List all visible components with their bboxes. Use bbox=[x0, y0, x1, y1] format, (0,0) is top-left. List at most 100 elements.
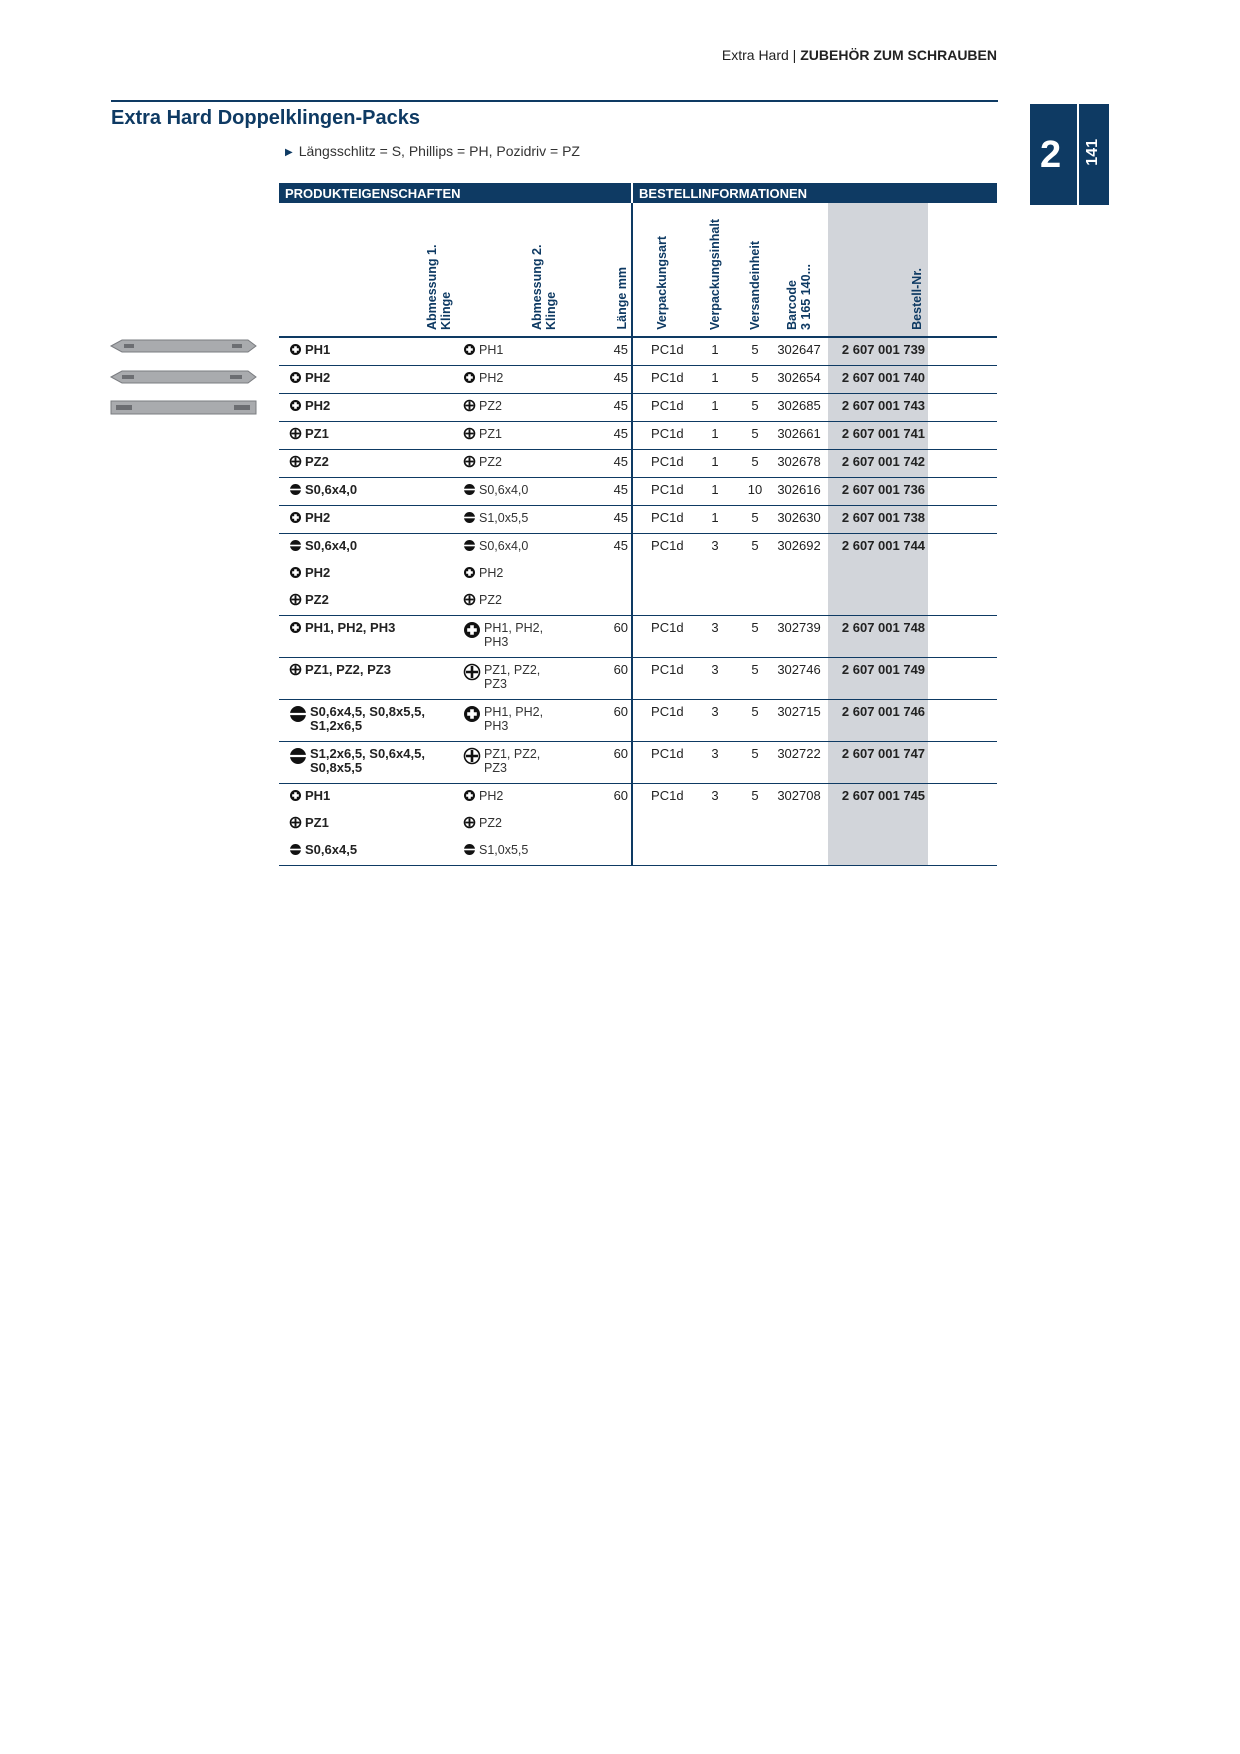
length: 45 bbox=[560, 393, 634, 422]
barcode: 302654 bbox=[770, 365, 829, 394]
drive-icon bbox=[464, 484, 475, 495]
note: Längsschlitz = S, Phillips = PH, Pozidri… bbox=[285, 143, 580, 159]
pack-type: PC1d bbox=[632, 783, 691, 866]
running-header: Extra Hard | ZUBEHÖR ZUM SCHRAUBEN bbox=[721, 47, 997, 63]
order-number: 2 607 001 744 bbox=[828, 533, 929, 616]
chapter-tab: 2 141 bbox=[1030, 104, 1109, 205]
drive-icon bbox=[290, 344, 301, 355]
column-header: Länge mm bbox=[560, 203, 634, 338]
page-title: Extra Hard Doppelklingen-Packs bbox=[111, 107, 420, 129]
table-row: PZ2 PZ2 45 PC1d 1 5 302678 2 607 001 742 bbox=[279, 449, 998, 478]
pack-type: PC1d bbox=[632, 477, 691, 506]
length: 45 bbox=[560, 449, 634, 478]
order-number: 2 607 001 746 bbox=[828, 699, 929, 742]
shipping-unit: 5 bbox=[740, 337, 771, 366]
drive-icon bbox=[290, 748, 306, 764]
drive-icon bbox=[289, 455, 302, 468]
blade2-cell: PH1 bbox=[455, 337, 560, 366]
drive-icon bbox=[464, 540, 475, 551]
group-header: BESTELLINFORMATIONEN bbox=[632, 183, 998, 203]
drive-icon bbox=[290, 372, 301, 383]
pack-type: PC1d bbox=[632, 615, 691, 658]
pack-content: 3 bbox=[690, 741, 741, 784]
barcode: 302647 bbox=[770, 337, 829, 366]
length: 60 bbox=[560, 741, 634, 784]
pack-content: 1 bbox=[690, 449, 741, 478]
column-header-spacer bbox=[928, 203, 998, 338]
column-header: Verpackungsart bbox=[632, 203, 691, 338]
blade-size: S1,2x6,5, S0,6x4,5, S0,8x5,5 bbox=[310, 746, 425, 775]
row-spacer bbox=[928, 421, 998, 450]
blade-size: PZ2 bbox=[479, 455, 502, 469]
shipping-unit: 5 bbox=[740, 449, 771, 478]
table-row: PH2 S1,0x5,5 45 PC1d 1 5 302630 2 607 001 738 bbox=[279, 505, 998, 534]
pack-type: PC1d bbox=[632, 699, 691, 742]
length: 60 bbox=[560, 615, 634, 658]
blade-size: PH2 bbox=[479, 789, 504, 803]
column-header: Verpackungsinhalt bbox=[690, 203, 741, 338]
blade1-cell: S1,2x6,5, S0,6x4,5, S0,8x5,5 bbox=[279, 741, 455, 784]
table-row: PZ1, PZ2, PZ3 PZ1, PZ2, PZ3 60 PC1d 3 5 302746… bbox=[279, 657, 998, 700]
table-row: S1,2x6,5, S0,6x4,5, S0,8x5,5 PZ1, PZ2, PZ… bbox=[279, 741, 998, 784]
length: 45 bbox=[560, 365, 634, 394]
pack-type: PC1d bbox=[632, 741, 691, 784]
drive-icon bbox=[464, 567, 475, 578]
pack-type: PC1d bbox=[632, 393, 691, 422]
blade1-cell: PH1 PZ1 S0,6x4,5 bbox=[279, 783, 455, 866]
pack-content: 3 bbox=[690, 699, 741, 742]
pack-type: PC1d bbox=[632, 533, 691, 616]
blade2-cell: PH2 PZ2 S1,0x5,5 bbox=[455, 783, 560, 866]
drive-icon bbox=[463, 663, 481, 681]
blade-size: S1,0x5,5 bbox=[479, 843, 529, 857]
drive-icon bbox=[463, 816, 476, 829]
column-header-text: Länge mm bbox=[615, 267, 629, 333]
drive-icon bbox=[290, 706, 306, 722]
blade2-cell: PZ1 bbox=[455, 421, 560, 450]
blade-item: PH2 bbox=[463, 789, 560, 803]
blade-size: PH1, PH2, PH3 bbox=[484, 705, 544, 733]
drive-icon bbox=[290, 567, 301, 578]
blade-size: PZ1, PZ2, PZ3 bbox=[484, 663, 541, 691]
pack-content: 3 bbox=[690, 615, 741, 658]
chapter-number: 2 bbox=[1040, 134, 1062, 176]
order-number: 2 607 001 740 bbox=[828, 365, 929, 394]
blade2-cell: PZ2 bbox=[455, 449, 560, 478]
column-header-text: Barcode 3 165 140... bbox=[785, 264, 813, 333]
column-header-line: Abmessung 1. Klinge bbox=[425, 244, 453, 330]
blade-size: PH1 bbox=[305, 342, 331, 357]
blade-item: PZ2 bbox=[463, 593, 560, 607]
drive-icon bbox=[289, 427, 302, 440]
blade-item: PZ2 bbox=[463, 816, 560, 830]
blade2-cell: PH1, PH2, PH3 bbox=[455, 615, 560, 658]
row-spacer bbox=[928, 477, 998, 506]
drive-icon bbox=[463, 455, 476, 468]
blade-item: PH2 bbox=[463, 371, 560, 385]
order-number: 2 607 001 743 bbox=[828, 393, 929, 422]
blade2-cell: S0,6x4,0 bbox=[455, 477, 560, 506]
blade-item: PH2 bbox=[289, 511, 455, 525]
order-number: 2 607 001 742 bbox=[828, 449, 929, 478]
blade-size: PH1 bbox=[479, 343, 504, 357]
column-header-text: Abmessung 1. Klinge bbox=[425, 203, 453, 333]
bit-image bbox=[109, 339, 257, 415]
blade2-cell: PH2 bbox=[455, 365, 560, 394]
blade-item: S0,6x4,0 bbox=[463, 539, 560, 553]
shipping-unit: 5 bbox=[740, 505, 771, 534]
pack-content: 1 bbox=[690, 477, 741, 506]
barcode: 302708 bbox=[770, 783, 829, 866]
blade-size: PZ2 bbox=[305, 454, 329, 469]
blade2-cell: S0,6x4,0 PH2 PZ2 bbox=[455, 533, 560, 616]
barcode: 302630 bbox=[770, 505, 829, 534]
blade-size: PH1, PH2, PH3 bbox=[305, 620, 396, 635]
blade-item: PH1, PH2, PH3 bbox=[289, 621, 455, 635]
row-spacer bbox=[928, 657, 998, 700]
blade-item: PH1 bbox=[289, 789, 455, 803]
length: 45 bbox=[560, 337, 634, 366]
blade1-cell: S0,6x4,0 PH2 PZ2 bbox=[279, 533, 455, 616]
blade-size: PH2 bbox=[305, 565, 331, 580]
length: 45 bbox=[560, 421, 634, 450]
blade-size: S0,6x4,0 bbox=[305, 538, 358, 553]
column-header-text: Verpackungsinhalt bbox=[708, 219, 722, 333]
